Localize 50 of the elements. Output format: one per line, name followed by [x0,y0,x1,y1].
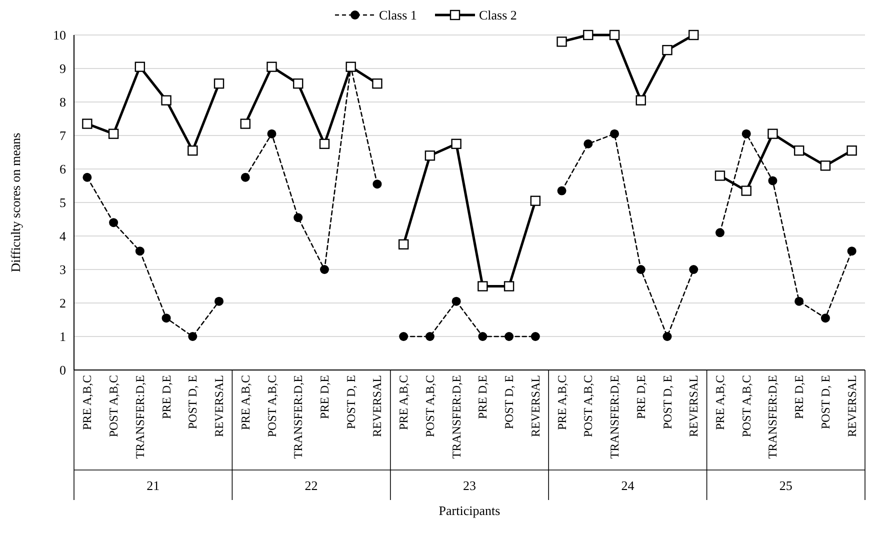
x-tick-label: TRANSFER:D,E [608,375,622,459]
x-tick-label: PRE A,B,C [80,375,94,430]
x-tick-label: PRE A,B,C [554,375,569,430]
x-axis-title: Participants [438,503,500,518]
legend-label: Class 1 [379,8,417,23]
x-tick-label: POST A,B,C [739,375,754,438]
x-tick-label: REVERSAL [844,375,859,438]
x-tick-label: POST A,B,C [264,375,279,438]
x-tick-label: POST A,B,C [422,375,437,438]
x-tick-label: POST A,B,C [106,375,121,438]
x-tick-label: REVERSAL [686,375,701,438]
x-tick-label: PRE D,E [634,375,648,420]
y-tick-label: 6 [60,162,66,177]
x-tick-label: PRE A,B,C [396,375,411,430]
x-tick-label: PRE A,B,C [238,375,252,430]
x-tick-label: PRE D,E [476,375,490,420]
x-tick-label: REVERSAL [370,375,384,438]
x-tick-label: TRANSFER:D,E [132,375,147,459]
x-tick-label: PRE D,E [317,375,332,420]
y-axis-title: Difficulty scores on means [8,132,23,272]
x-tick-label: REVERSAL [212,375,226,438]
x-tick-label: REVERSAL [528,375,542,438]
x-tick-label: POST D, E [660,375,674,430]
y-tick-label: 2 [60,296,66,311]
x-tick-label: TRANSFER:D,E [291,375,306,459]
y-tick-label: 4 [60,228,66,244]
x-tick-label: POST D, E [344,375,358,430]
x-tick-label: PRE D,E [792,375,806,420]
y-tick-label: 9 [60,61,66,76]
x-tick-label: POST D, E [818,375,832,430]
x-tick-label: POST A,B,C [581,375,596,438]
y-tick-label: 5 [60,195,66,210]
text: 21 [146,478,160,493]
y-tick-label: 0 [60,362,66,378]
text: 24 [621,478,635,493]
y-tick-label: 8 [60,94,66,110]
y-tick-label: 7 [60,128,66,144]
y-tick-label: 1 [60,329,66,344]
x-tick-label: TRANSFER:D,E [449,375,464,459]
text: 25 [779,478,792,493]
y-tick-label: 10 [53,28,66,43]
text: 23 [463,478,476,493]
text: 22 [304,478,318,493]
legend-label: Class 2 [479,8,517,23]
x-tick-label: TRANSFER:D,E [766,375,780,459]
x-tick-label: POST D, E [502,375,516,430]
y-tick-label: 3 [60,262,66,278]
x-tick-label: POST D, E [186,375,200,430]
x-tick-label: PRE D,E [159,375,174,420]
x-tick-label: PRE A,B,C [712,375,727,430]
